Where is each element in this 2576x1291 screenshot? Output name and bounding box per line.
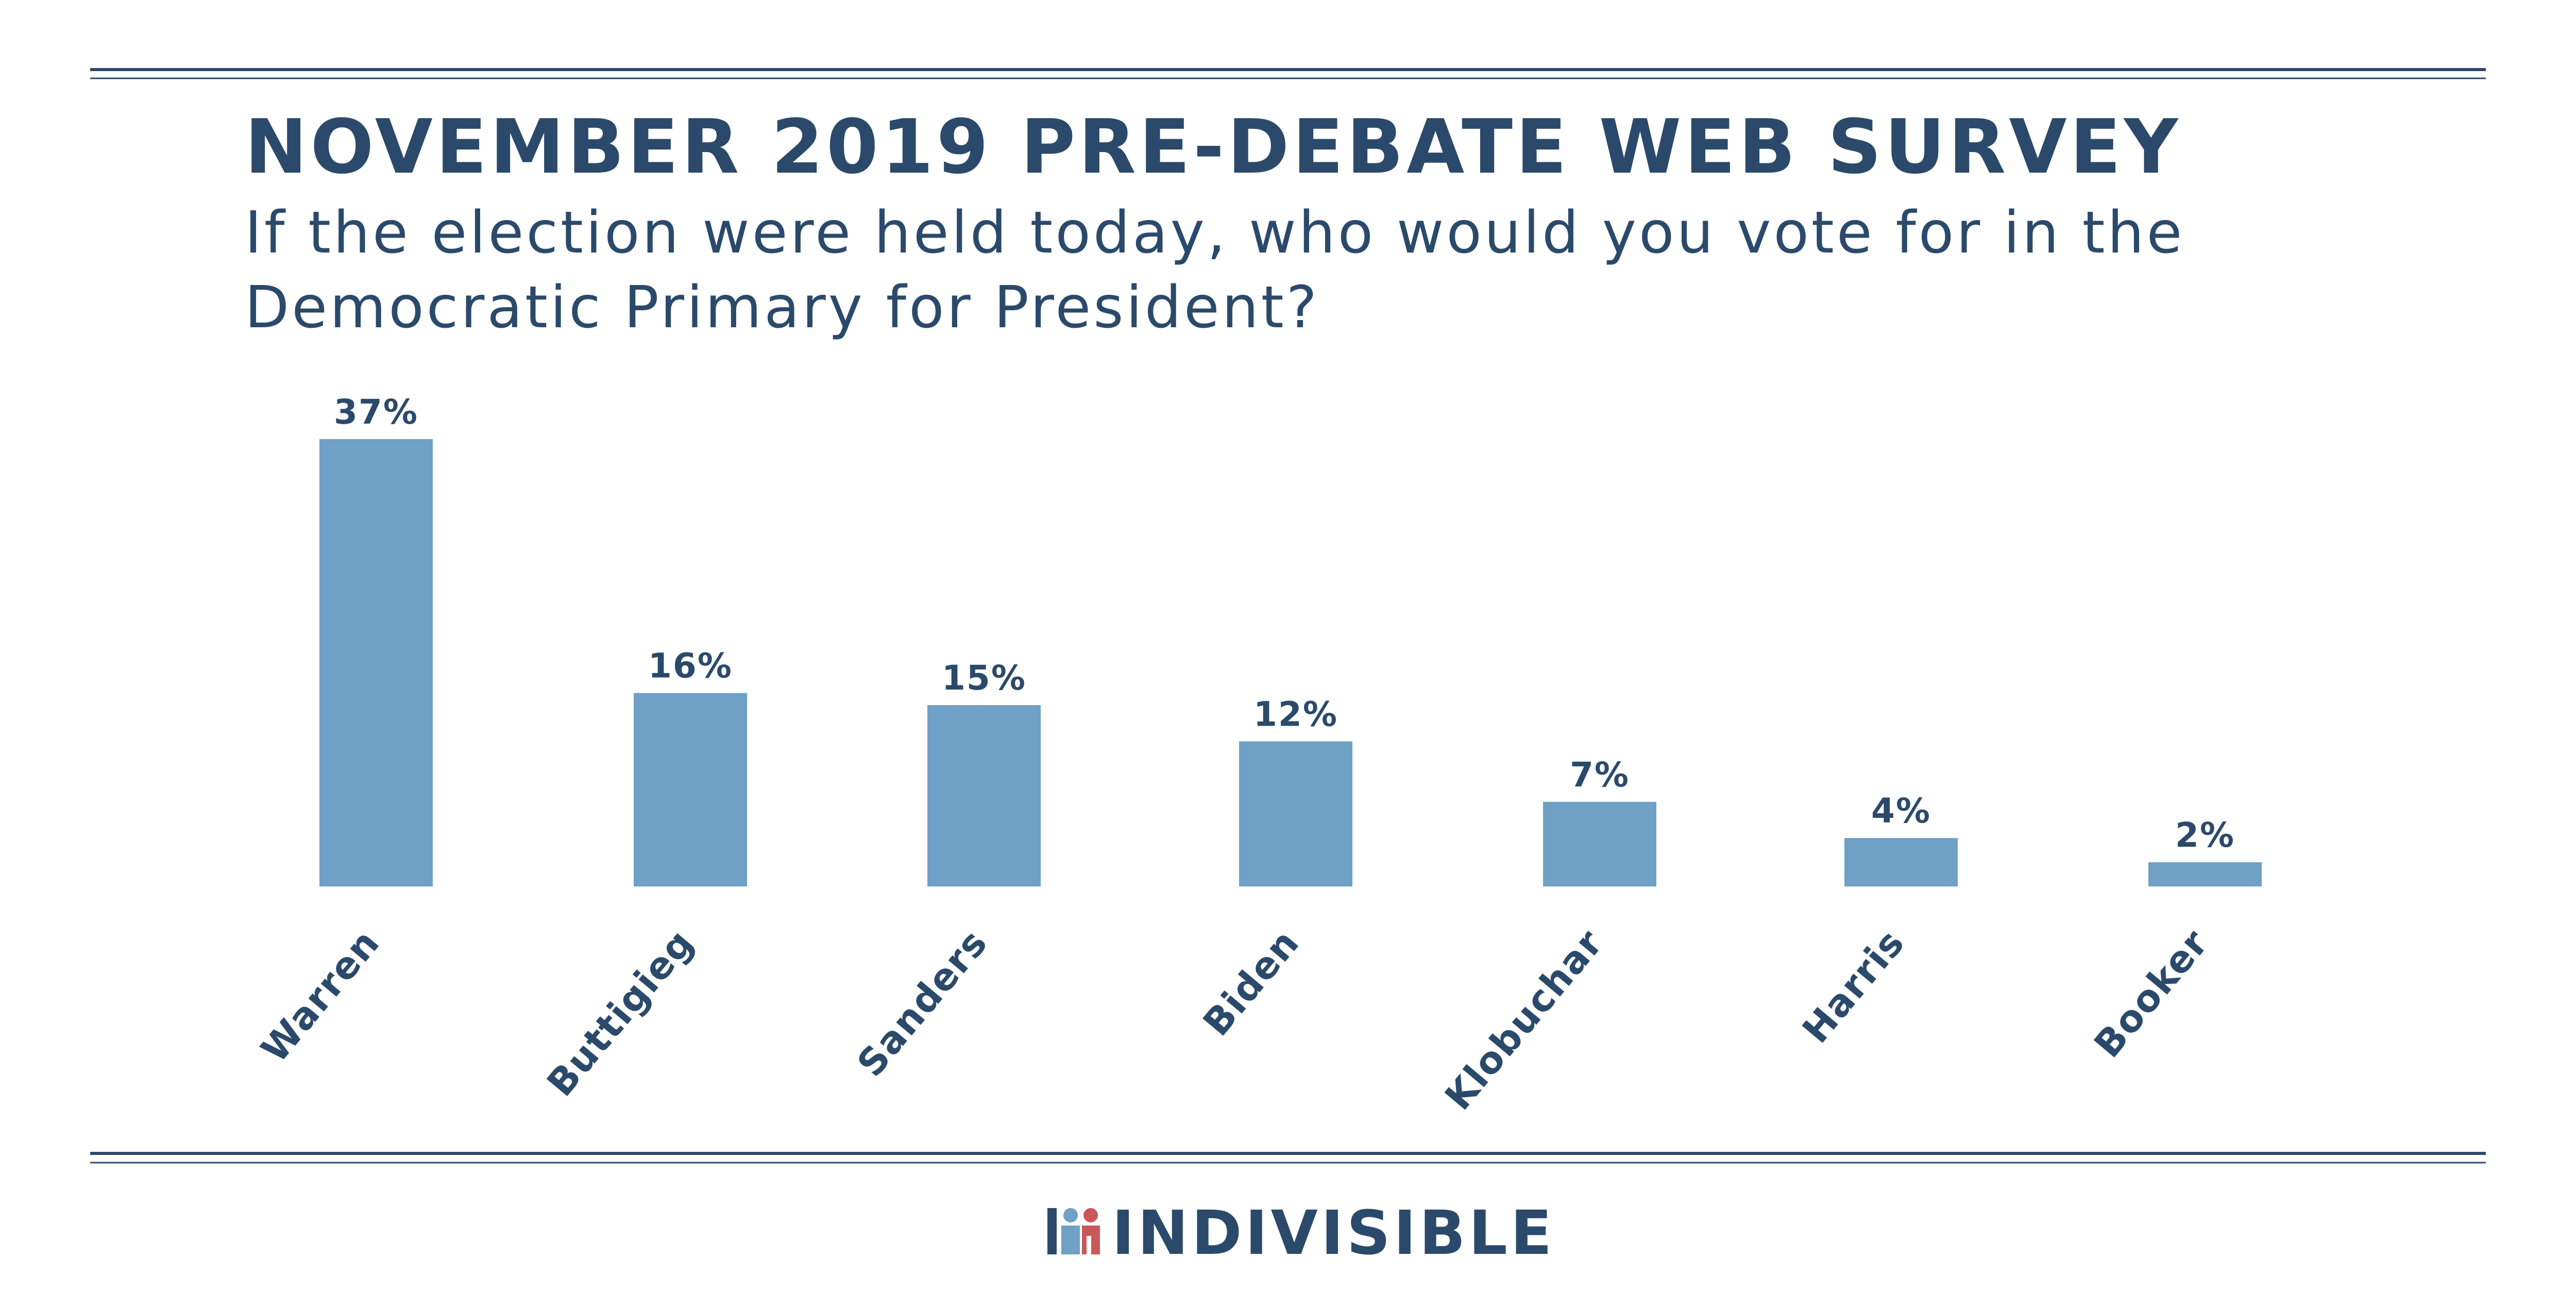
data-label: 37% [334, 392, 418, 432]
data-label: 4% [1871, 791, 1931, 831]
category-label: Booker [2086, 921, 2217, 1066]
category-label: Biden [1195, 921, 1308, 1044]
chart-subtitle-line2: Democratic Primary for President? [245, 274, 1319, 341]
plot-area: 37% Warren 16% Buttigieg 15% Sanders 12% Biden 7… [252, 392, 2262, 1118]
data-label: 16% [648, 646, 733, 686]
bar-buttigieg [634, 693, 747, 886]
bar-biden [1239, 741, 1352, 886]
chart-title: NOVEMBER 2019 PRE-DEBATE WEB SURVEY [245, 104, 2181, 191]
bar-sanders [927, 705, 1041, 886]
indivisible-logo: INDIVISIBLE [1047, 1197, 1555, 1268]
data-label: 15% [942, 658, 1026, 698]
data-label: 2% [2175, 815, 2235, 855]
category-label: Sanders [849, 921, 996, 1085]
bottom-divider [90, 1152, 2486, 1164]
category-label: Klobuchar [1436, 921, 1612, 1118]
logo-mark-icon [1047, 1208, 1100, 1254]
chart-subtitle-line1: If the election were held today, who wou… [245, 199, 2184, 266]
bar-harris [1844, 838, 1958, 886]
top-divider [90, 68, 2486, 79]
bar-klobuchar [1543, 801, 1656, 886]
brand-wordmark: INDIVISIBLE [1112, 1197, 1555, 1268]
bar-booker [2148, 862, 2262, 886]
data-label: 12% [1253, 694, 1338, 734]
category-label: Buttigieg [538, 921, 702, 1104]
category-label: Harris [1794, 921, 1913, 1051]
bar-warren [319, 439, 433, 886]
category-label: Warren [252, 921, 388, 1070]
data-label: 7% [1570, 755, 1630, 795]
